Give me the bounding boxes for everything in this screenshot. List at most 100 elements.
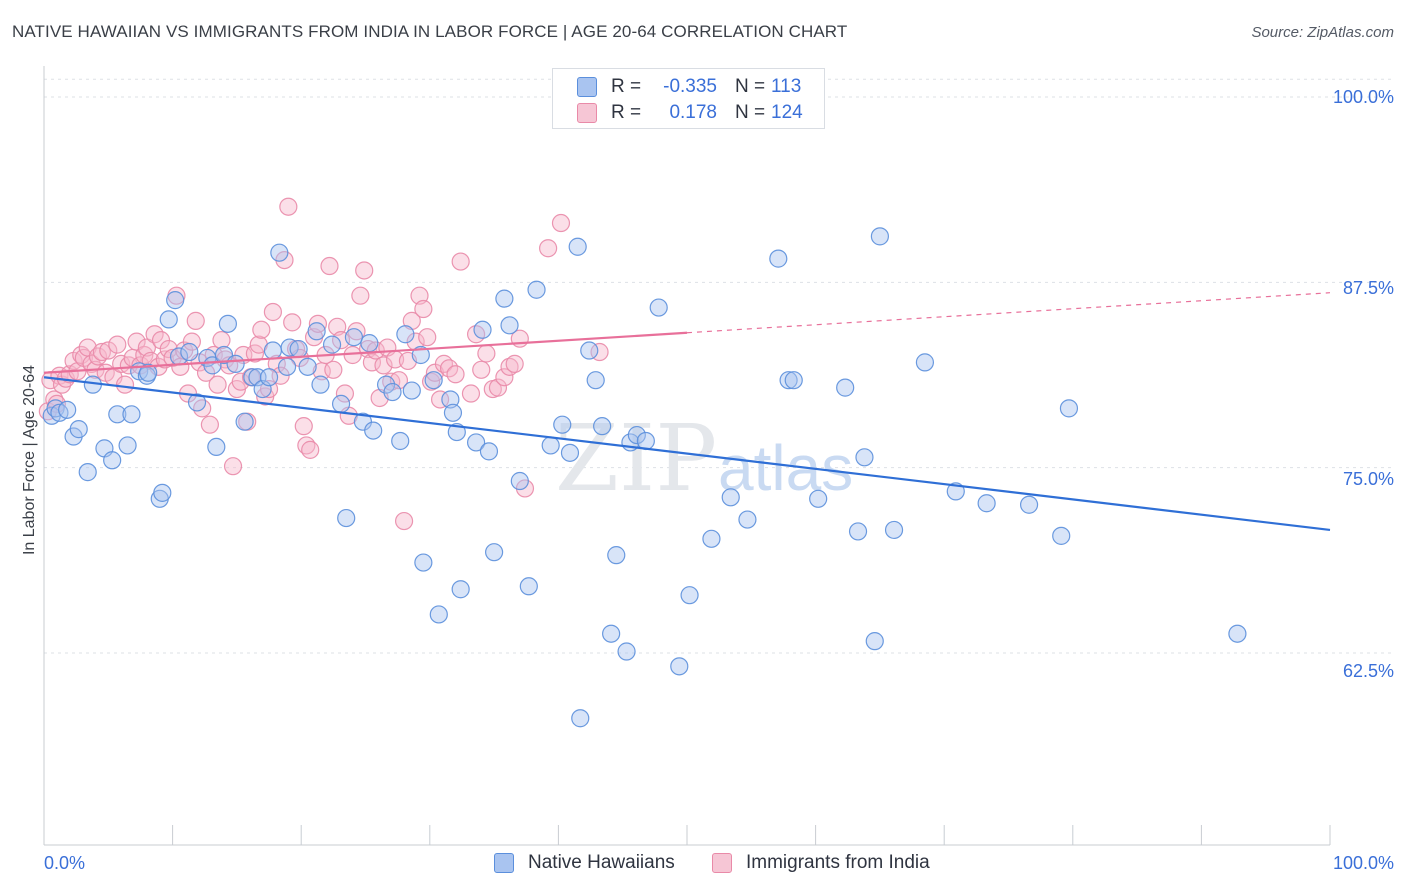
x-tick-label-min: 0.0%	[44, 853, 86, 873]
series-legend: Native Hawaiians Immigrants from India	[0, 852, 1406, 876]
legend-item-label: Native Hawaiians	[528, 852, 675, 873]
india-point	[279, 197, 298, 216]
india-point	[283, 313, 302, 332]
hawaiian-point	[58, 400, 77, 419]
x-tick-label-max: 100.0%	[1332, 853, 1394, 873]
india-point	[495, 368, 514, 387]
watermark: ZIP atlas	[555, 405, 853, 512]
hawaiian-point	[311, 375, 330, 394]
india-point	[108, 335, 127, 354]
india-point	[182, 332, 201, 351]
hawaiian-point	[855, 448, 874, 467]
hawaiian-point	[280, 338, 299, 357]
y-tick-label: 75.0%	[1342, 469, 1394, 489]
hawaiian-point	[473, 320, 492, 339]
hawaiian-point	[627, 425, 646, 445]
india-point	[252, 320, 271, 339]
hawaiian-point	[870, 227, 890, 246]
y-axis-label: In Labor Force | Age 20-64	[21, 364, 38, 556]
hawaiian-point	[738, 510, 757, 529]
legend-swatch-pink	[712, 853, 732, 873]
india-point	[115, 375, 135, 394]
hawaiian-point	[809, 489, 828, 508]
watermark-atlas: atlas	[718, 432, 853, 504]
india-point	[500, 357, 519, 376]
india-point	[477, 344, 496, 363]
hawaiian-point	[270, 243, 289, 262]
hawaiian-point	[402, 381, 421, 400]
legend-n-value: 124	[771, 102, 803, 123]
india-point	[212, 331, 231, 350]
hawaiian-point	[479, 442, 499, 461]
hawaiian-point	[593, 417, 612, 436]
axes	[43, 66, 1331, 846]
legend-n-label: N =	[735, 76, 766, 97]
hawaiian-point	[836, 378, 855, 397]
hawaiian-point	[680, 586, 699, 605]
india-point	[223, 457, 243, 476]
india-point	[539, 239, 558, 258]
hawaiian-point	[122, 405, 141, 424]
y-tick-label: 87.5%	[1342, 278, 1394, 298]
hawaiian-point	[586, 371, 605, 390]
india-point	[414, 299, 433, 319]
hawaiian-point	[451, 580, 470, 599]
y-tick-label: 62.5%	[1342, 661, 1394, 681]
india-point	[551, 213, 571, 233]
hawaiian-point	[429, 605, 448, 624]
hawaiian-point	[322, 335, 342, 354]
india-point	[418, 328, 437, 347]
hawaiian-point	[263, 341, 283, 360]
hawaiian-point	[1228, 624, 1247, 643]
hawaiian-point	[649, 298, 668, 317]
hawaiian-point	[218, 314, 237, 333]
hawaiian-point	[331, 394, 351, 414]
india-point	[324, 360, 343, 379]
hawaiian-point	[1019, 495, 1039, 514]
india-point	[328, 317, 347, 336]
hawaiian-point	[360, 334, 379, 353]
hawaiian-point	[443, 403, 463, 422]
hawaiian-point	[721, 488, 740, 507]
hawaiian-point	[69, 420, 88, 439]
hawaiian-point	[298, 357, 317, 376]
india-point	[410, 286, 429, 305]
india-point	[461, 384, 481, 403]
hawaiian-point	[289, 339, 308, 359]
hawaiian-point	[226, 354, 245, 373]
hawaiian-point	[466, 433, 486, 452]
gridlines	[44, 78, 1394, 654]
legend-item-india[interactable]: Immigrants from India	[712, 852, 930, 874]
india-point	[505, 354, 524, 373]
legend-n-value: 113	[771, 76, 802, 97]
india-point	[472, 360, 491, 379]
hawaiian-point	[617, 642, 636, 661]
hawaiian-point	[784, 371, 803, 390]
hawaiian-point	[383, 382, 402, 402]
india-point	[231, 372, 250, 391]
legend-row-hawaiian: R = -0.335 N = 113	[577, 75, 801, 99]
hawaiian-point	[541, 436, 560, 455]
legend-r-value: -0.335	[663, 76, 717, 97]
india-point	[488, 378, 508, 397]
hawaiian-point	[441, 390, 460, 409]
hawaiian-point	[139, 363, 158, 382]
watermark-zip: ZIP	[555, 405, 717, 512]
hawaiian-point	[277, 357, 297, 376]
india-point	[245, 344, 265, 363]
hawaiian-point	[519, 577, 538, 596]
legend-item-hawaiians[interactable]: Native Hawaiians	[494, 852, 675, 874]
hawaiian-point	[108, 405, 127, 424]
hawaiian-point	[259, 368, 279, 387]
hawaiian-point	[848, 522, 868, 541]
hawaiian-point	[510, 471, 529, 491]
hawaiian-point	[915, 353, 935, 372]
legend-r-label: R =	[611, 76, 642, 97]
india-point	[271, 366, 290, 385]
hawaiian-point	[769, 249, 788, 268]
legend-item-label: Immigrants from India	[746, 852, 930, 873]
hawaiian-point	[670, 657, 689, 676]
india-point	[320, 256, 339, 276]
india-point	[159, 339, 178, 359]
